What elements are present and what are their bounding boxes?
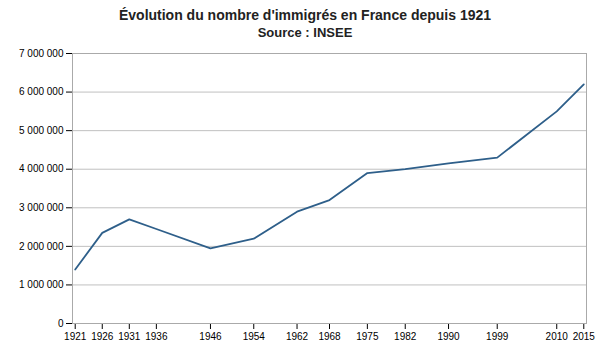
svg-text:1931: 1931 [118,331,141,342]
svg-text:1975: 1975 [356,331,379,342]
svg-text:3 000 000: 3 000 000 [19,202,64,213]
svg-text:1921: 1921 [64,331,87,342]
svg-text:1962: 1962 [286,331,309,342]
svg-text:1936: 1936 [145,331,168,342]
svg-text:1999: 1999 [486,331,509,342]
html-text:Source : INSEE: Source : INSEE [257,25,353,40]
svg-text:1 000 000: 1 000 000 [19,279,64,290]
svg-text:7 000 000: 7 000 000 [19,48,64,59]
svg-text:1926: 1926 [91,331,114,342]
svg-text:1954: 1954 [243,331,266,342]
svg-text:2015: 2015 [573,331,596,342]
html-text:Évolution du nombre d'immigrés: Évolution du nombre d'immigrés en France… [119,7,491,23]
svg-text:0: 0 [58,318,64,329]
svg-text:1946: 1946 [199,331,222,342]
svg-text:6 000 000: 6 000 000 [19,86,64,97]
svg-text:1968: 1968 [318,331,341,342]
svg-text:2 000 000: 2 000 000 [19,241,64,252]
svg-text:1982: 1982 [394,331,417,342]
svg-text:2010: 2010 [546,331,569,342]
svg-text:4 000 000: 4 000 000 [19,163,64,174]
svg-text:5 000 000: 5 000 000 [19,125,64,136]
svg-text:1990: 1990 [437,331,460,342]
